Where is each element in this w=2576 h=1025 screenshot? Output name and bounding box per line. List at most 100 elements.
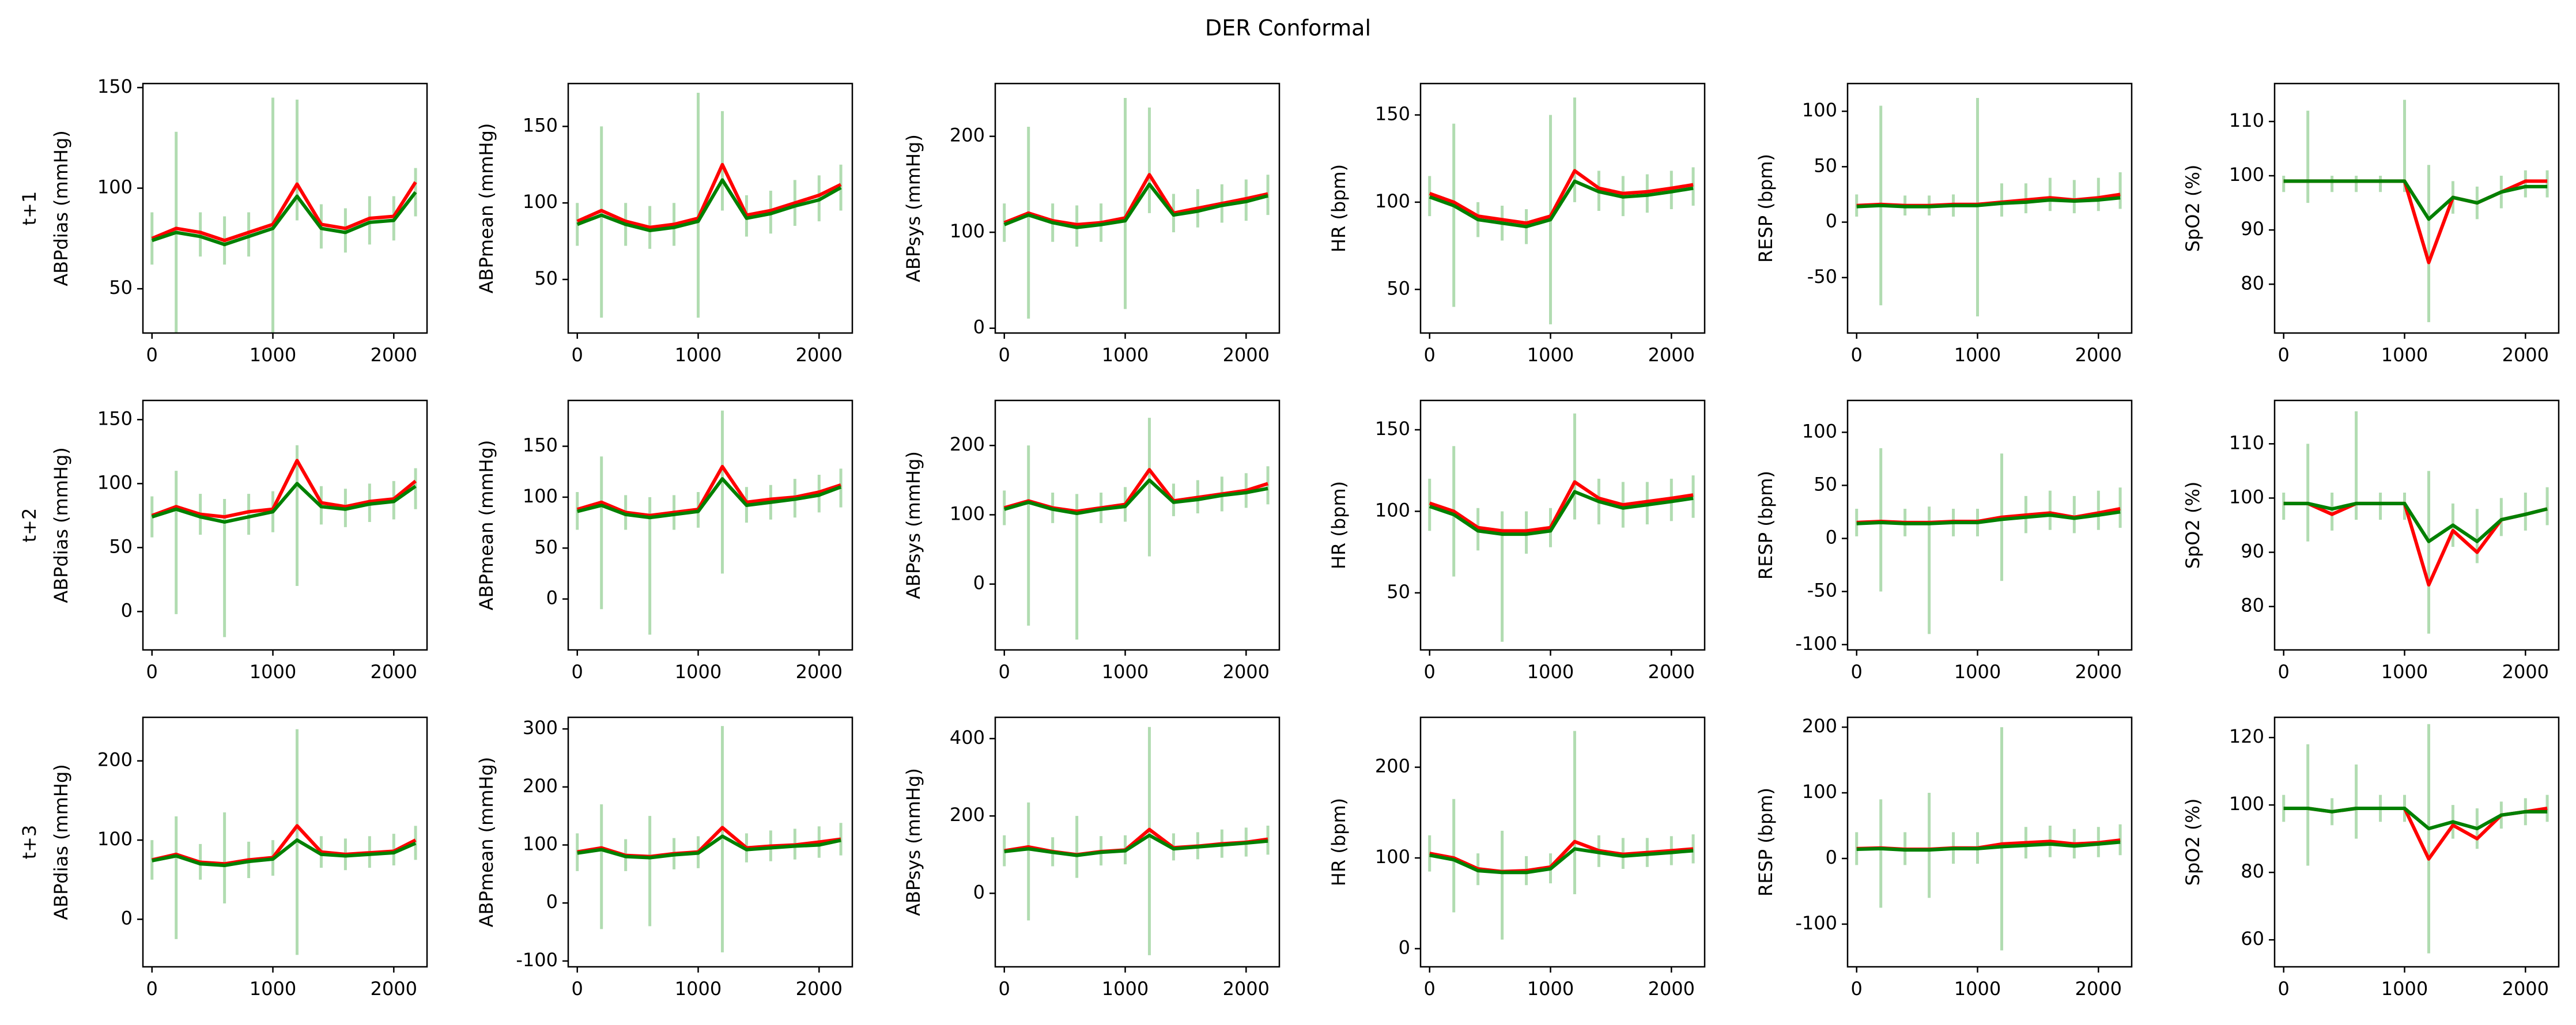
series-line — [1429, 169, 1694, 225]
x-tick-label: 0 — [146, 978, 158, 1000]
axes-frame — [142, 399, 428, 651]
y-tick-label: 100 — [2229, 486, 2264, 508]
y-tick-label: -100 — [1795, 912, 1837, 934]
x-tick-label: 1000 — [1527, 978, 1574, 1000]
plot-area — [1428, 731, 1695, 940]
plot-area — [1855, 727, 2122, 951]
series-line — [577, 826, 841, 858]
y-tick-label: 50 — [1387, 277, 1410, 299]
y-axis-label: RESP (bpm) — [1755, 788, 1777, 897]
plot-area — [150, 729, 417, 955]
series-line — [1003, 173, 1268, 226]
y-axis-label: ABPsys (mmHg) — [902, 768, 924, 916]
y-tick-label: 100 — [523, 191, 558, 213]
axes-frame — [1419, 716, 1706, 968]
y-tick-label: 90 — [2241, 540, 2264, 562]
x-tick-label: 0 — [572, 661, 583, 683]
y-axis-label: ABPdias (mmHg) — [50, 447, 72, 603]
series-line — [151, 181, 417, 243]
series-line — [1004, 833, 1268, 857]
x-tick-label: 0 — [999, 661, 1010, 683]
axes-frame — [567, 82, 853, 334]
x-tick-label: 2000 — [2502, 344, 2549, 366]
y-tick-label: 100 — [97, 471, 133, 493]
y-axis-label: SpO2 (%) — [2182, 482, 2204, 569]
plot-area — [1855, 98, 2122, 317]
y-tick-label: 100 — [1802, 781, 1837, 803]
x-tick-label: 2000 — [1648, 661, 1695, 683]
y-tick-label: 50 — [1814, 473, 1837, 495]
y-tick-label: 100 — [950, 502, 985, 524]
row-label: t+1 — [18, 191, 40, 226]
y-axis-label: ABPdias (mmHg) — [50, 130, 72, 286]
series-line — [1429, 847, 1694, 875]
y-axis-label: ABPmean (mmHg) — [475, 757, 497, 928]
y-tick-label: -100 — [1795, 633, 1837, 655]
y-axis-label: ABPdias (mmHg) — [50, 764, 72, 920]
x-tick-label: 1000 — [2381, 344, 2428, 366]
y-tick-label: 100 — [950, 220, 985, 242]
x-tick-label: 0 — [999, 344, 1010, 366]
y-tick-label: 80 — [2241, 272, 2264, 294]
y-tick-label: 80 — [2241, 860, 2264, 882]
series-line — [152, 824, 417, 866]
series-line — [1003, 478, 1268, 516]
row-label: t+2 — [18, 508, 40, 543]
y-tick-label: 100 — [1375, 499, 1410, 521]
y-tick-label: 0 — [1826, 210, 1837, 232]
series-line — [2283, 501, 2548, 543]
y-tick-label: 100 — [523, 833, 558, 855]
x-tick-label: 2000 — [371, 344, 417, 366]
x-tick-label: 1000 — [1954, 661, 2001, 683]
subplot: 80 90 100 110 0 1000 2000 SpO2 (%) — [2182, 399, 2560, 683]
axes-frame — [142, 82, 428, 334]
x-tick-label: 1000 — [1102, 978, 1149, 1000]
series-line — [151, 191, 417, 247]
y-axis-label: HR (bpm) — [1328, 481, 1350, 569]
y-tick-label: 100 — [2229, 793, 2264, 815]
row-label: t+3 — [18, 825, 40, 860]
x-tick-label: 2000 — [1223, 344, 1270, 366]
axes-frame — [142, 716, 428, 968]
x-tick-label: 2000 — [2075, 344, 2122, 366]
x-tick-label: 2000 — [796, 978, 843, 1000]
y-tick-label: 60 — [2241, 928, 2264, 950]
y-tick-label: 50 — [1387, 581, 1410, 603]
y-tick-label: 50 — [1814, 154, 1837, 176]
y-axis-label: ABPmean (mmHg) — [475, 123, 497, 294]
x-tick-label: 0 — [999, 978, 1010, 1000]
x-tick-label: 1000 — [1954, 344, 2001, 366]
subplot: 60 80 100 120 0 1000 2000 SpO2 (%) — [2182, 716, 2560, 1000]
series-line — [1856, 510, 2121, 525]
x-tick-label: 1000 — [675, 344, 722, 366]
figure-title: DER Conformal — [1205, 16, 1371, 41]
x-tick-label: 2000 — [1223, 978, 1270, 1000]
y-tick-label: 200 — [950, 433, 985, 455]
series-line — [1856, 840, 2121, 852]
x-tick-label: 2000 — [2502, 978, 2549, 1000]
series-line — [576, 464, 842, 517]
plot-area — [1855, 448, 2122, 634]
y-tick-label: 0 — [546, 587, 558, 609]
y-tick-label: 150 — [1375, 418, 1410, 440]
x-tick-label: 1000 — [2381, 661, 2428, 683]
y-axis-label: ABPmean (mmHg) — [475, 440, 497, 611]
y-tick-label: 200 — [97, 749, 133, 771]
series-line — [151, 459, 417, 519]
axes-frame — [994, 716, 1281, 968]
y-tick-label: 0 — [1826, 846, 1837, 868]
y-tick-label: 100 — [523, 485, 558, 507]
y-axis-label: HR (bpm) — [1328, 164, 1350, 252]
y-tick-label: 150 — [523, 434, 558, 456]
x-tick-label: 0 — [146, 661, 158, 683]
y-tick-label: 0 — [973, 572, 985, 594]
y-tick-label: 110 — [2229, 432, 2264, 453]
axes-frame — [2273, 399, 2560, 651]
y-axis-label: RESP (bpm) — [1755, 471, 1777, 580]
series-line — [151, 482, 417, 524]
x-tick-label: 1000 — [675, 661, 722, 683]
